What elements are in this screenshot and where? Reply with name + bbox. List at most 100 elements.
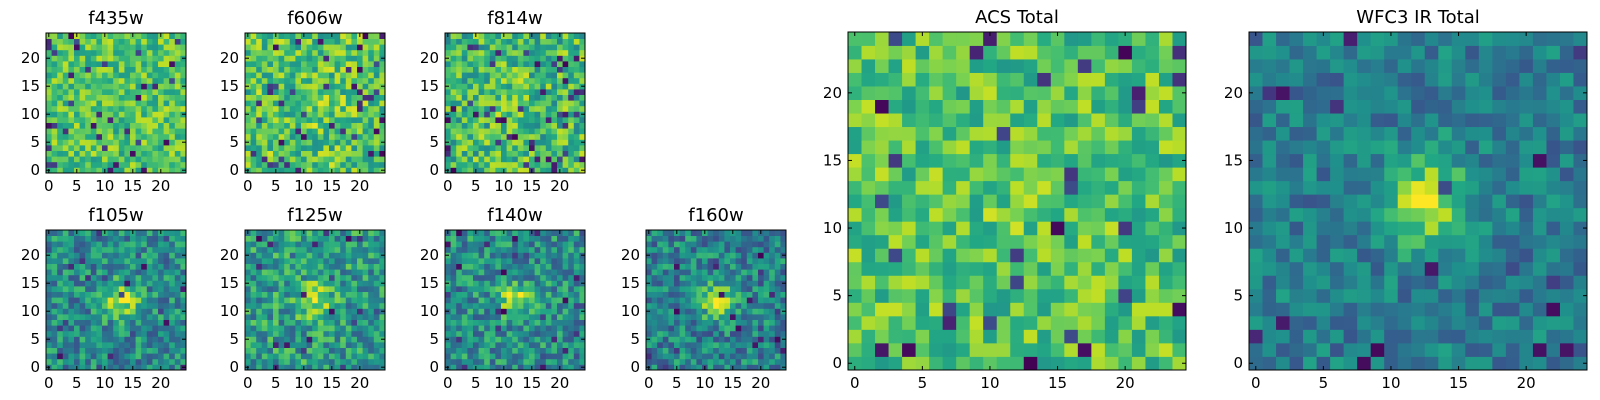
image-pixel <box>690 342 697 348</box>
image-pixel <box>690 330 697 337</box>
image-pixel <box>85 133 92 140</box>
image-pixel <box>651 235 658 242</box>
image-pixel <box>724 302 731 309</box>
image-pixel <box>85 66 92 73</box>
image-pixel <box>68 246 75 253</box>
image-pixel <box>506 325 513 332</box>
image-pixel <box>107 353 114 360</box>
image-pixel <box>657 330 664 337</box>
image-pixel <box>929 194 944 209</box>
image-pixel <box>523 258 530 264</box>
image-pixel <box>74 94 80 101</box>
image-pixel <box>368 246 375 253</box>
image-pixel <box>250 364 257 371</box>
image-pixel <box>746 246 753 253</box>
image-pixel <box>668 291 675 298</box>
image-pixel <box>334 145 341 151</box>
image-pixel <box>1131 288 1146 303</box>
image-pixel <box>1172 329 1187 344</box>
image-pixel <box>445 263 451 270</box>
image-pixel <box>579 291 586 298</box>
image-pixel <box>489 139 496 146</box>
image-pixel <box>329 347 335 354</box>
image-pixel <box>478 241 485 248</box>
image-pixel <box>707 325 714 332</box>
image-pixel <box>668 302 675 309</box>
image-pixel <box>68 49 75 56</box>
image-pixel <box>46 258 52 264</box>
image-pixel <box>245 105 251 112</box>
image-pixel <box>323 72 330 79</box>
image-pixel <box>334 139 341 146</box>
image-pixel <box>730 330 736 337</box>
image-pixel <box>245 258 251 264</box>
image-pixel <box>707 347 714 354</box>
image-pixel <box>118 269 125 276</box>
image-pixel <box>340 150 347 157</box>
image-pixel <box>102 66 108 73</box>
image-pixel <box>158 139 164 146</box>
image-pixel <box>113 308 120 315</box>
image-pixel <box>484 342 491 348</box>
image-pixel <box>495 246 502 253</box>
image-pixel <box>534 230 541 236</box>
image-pixel <box>557 105 563 112</box>
image-pixel <box>261 241 268 248</box>
image-pixel <box>579 314 586 320</box>
image-pixel <box>130 156 136 163</box>
image-pixel <box>340 77 347 84</box>
image-pixel <box>562 55 569 62</box>
image-pixel <box>702 286 708 292</box>
image-pixel <box>85 230 92 236</box>
image-pixel <box>746 308 753 315</box>
image-pixel <box>124 72 131 79</box>
image-pixel <box>62 94 69 101</box>
image-pixel <box>334 44 341 51</box>
image-pixel <box>651 314 658 320</box>
image-pixel <box>340 156 347 163</box>
image-pixel <box>445 258 451 264</box>
image-pixel <box>478 167 485 174</box>
image-pixel <box>512 364 519 371</box>
image-pixel <box>68 286 75 292</box>
image-pixel <box>489 302 496 309</box>
image-pixel <box>102 330 108 337</box>
image-pixel <box>551 325 558 332</box>
image-pixel <box>351 269 358 276</box>
image-pixel <box>340 246 347 253</box>
image-pixel <box>146 72 153 79</box>
image-pixel <box>1091 261 1106 276</box>
image-pixel <box>163 330 170 337</box>
image-pixel <box>118 314 125 320</box>
image-pixel <box>362 161 369 168</box>
image-pixel <box>334 66 341 73</box>
image-pixel <box>484 230 491 236</box>
image-pixel <box>568 117 575 123</box>
image-pixel <box>135 325 142 332</box>
image-pixel <box>534 117 541 123</box>
image-pixel <box>152 230 159 236</box>
image-pixel <box>278 72 285 79</box>
image-pixel <box>735 319 742 326</box>
image-pixel <box>763 308 770 315</box>
image-pixel <box>278 336 285 343</box>
image-pixel <box>657 353 664 360</box>
image-pixel <box>357 77 363 84</box>
image-pixel <box>512 89 519 95</box>
image-pixel <box>1104 329 1119 344</box>
image-pixel <box>141 89 148 95</box>
image-pixel <box>250 291 257 298</box>
image-pixel <box>278 235 285 242</box>
image-pixel <box>529 319 535 326</box>
image-pixel <box>317 72 324 79</box>
image-pixel <box>62 297 69 304</box>
image-pixel <box>1050 342 1065 357</box>
image-pixel <box>130 325 136 332</box>
image-pixel <box>473 336 479 343</box>
image-pixel <box>557 235 563 242</box>
image-pixel <box>289 274 296 281</box>
image-pixel <box>301 325 307 332</box>
image-pixel <box>557 358 563 365</box>
image-pixel <box>85 252 92 259</box>
image-pixel <box>540 100 547 107</box>
